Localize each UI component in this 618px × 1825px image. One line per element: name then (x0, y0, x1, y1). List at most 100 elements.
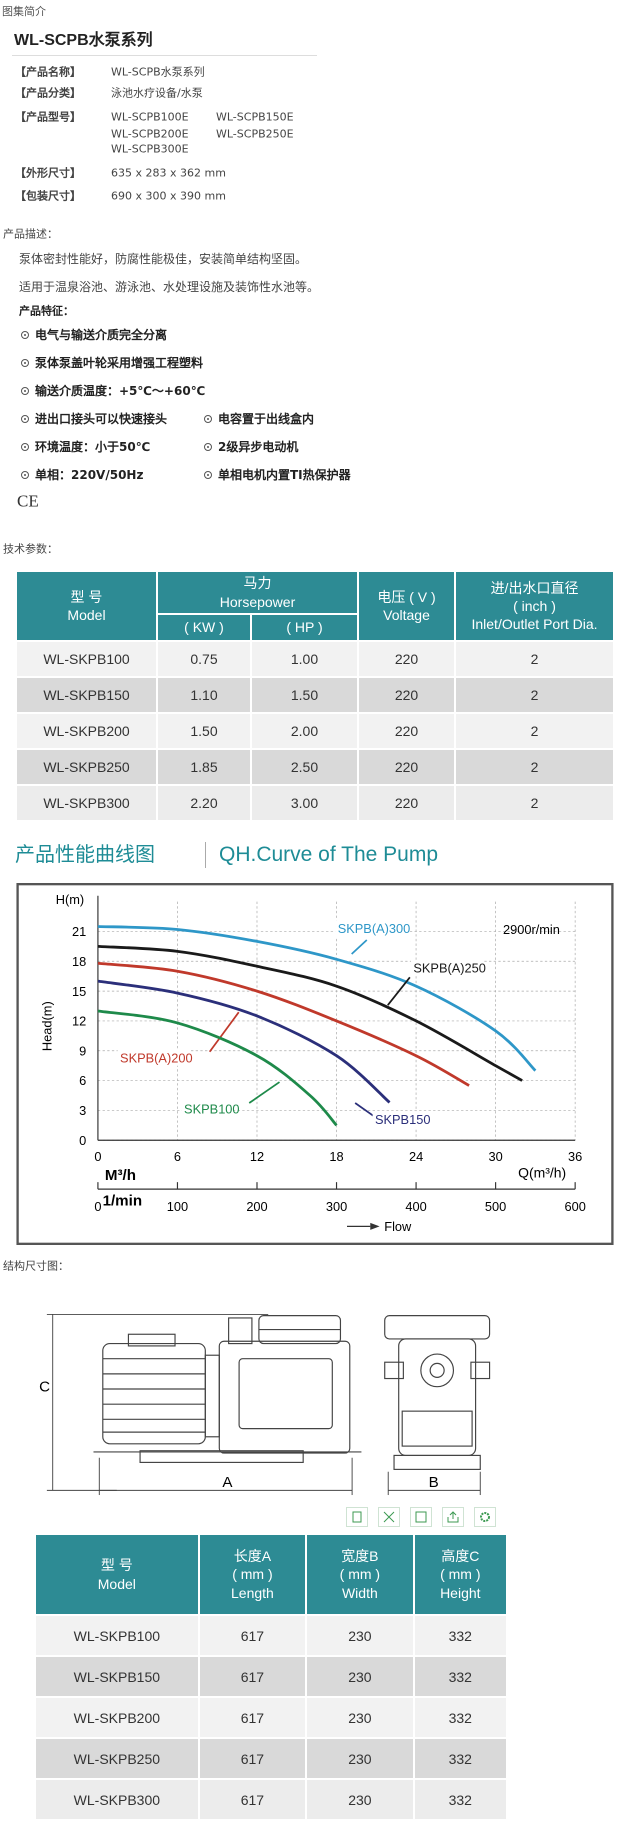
section-label: 技术参数： (3, 542, 58, 556)
label-bg (335, 920, 408, 937)
header-cell: 型 号 Model (34, 1533, 200, 1616)
feature: 2级异步电动机 (218, 440, 299, 454)
y-tick-label: 6 (79, 1073, 86, 1088)
data-cell: 332 (412, 1737, 509, 1780)
cell-text: 230 (348, 1627, 372, 1644)
feature: 单相电机内置TI热保护器 (218, 468, 351, 482)
curve-line (97, 961, 470, 1087)
data-cell: 1.50 (156, 712, 252, 750)
data-cell: WL-SKPB200 (34, 1696, 200, 1739)
flow-arrowhead (370, 1222, 380, 1230)
tool-save[interactable] (410, 1507, 432, 1527)
y-tick-label: 3 (79, 1103, 86, 1118)
data-cell: 3.00 (249, 784, 360, 822)
bullet (21, 471, 29, 479)
x2-axis-unit: 1/min (103, 1192, 143, 1209)
curve-line (97, 925, 537, 1072)
tool-share[interactable] (442, 1507, 464, 1527)
data-cell: 332 (412, 1696, 509, 1739)
table-row: WL-SKPB250 1.85 2.50 220 2 (15, 748, 616, 786)
cell-text: 2.20 (190, 795, 218, 811)
cell-text: Width (341, 1584, 378, 1601)
cell-text: ( inch ) (513, 597, 556, 614)
data-cell: WL-SKPB150 (15, 676, 158, 714)
bullet (21, 331, 29, 339)
table-row: WL-SKPB100 617 230 332 (34, 1614, 509, 1657)
spec-value: 635 x 283 x 362 mm (111, 166, 226, 180)
cell-text: WL-SKPB100 (73, 1627, 161, 1644)
cell-text: 332 (448, 1709, 472, 1726)
data-cell: WL-SKPB100 (15, 640, 158, 678)
x2-tick-label: 0 (94, 1199, 101, 1214)
data-cell: 1.85 (156, 748, 252, 786)
description-line: 适用于温泉浴池、游泳池、水处理设施及装饰性水池等。 (19, 280, 320, 294)
feature: 输送介质温度：+5℃～+60℃ (35, 384, 206, 398)
series-label: SKPB(A)250 (413, 961, 486, 976)
section-label: 产品特征： (19, 304, 74, 318)
tool-expand[interactable] (378, 1507, 400, 1527)
table-row: 型 号 Model 长度A( mm ) Length 宽度B( mm ) Width 高度C… (34, 1533, 509, 1616)
data-cell: 220 (357, 784, 457, 822)
dim-label-b: B (429, 1474, 439, 1491)
data-cell: 0.75 (156, 640, 252, 678)
table-row: WL-SKPB150 1.10 1.50 220 2 (15, 676, 616, 714)
x-tick-label: 36 (568, 1149, 582, 1164)
cell-text: ( mm ) (440, 1566, 481, 1583)
cell-text: 2.50 (290, 759, 319, 775)
data-cell: WL-SKPB100 (34, 1614, 200, 1657)
table-row: WL-SKPB200 617 230 332 (34, 1696, 509, 1739)
cell-text: 2.00 (290, 723, 319, 739)
spec-label: 【产品名称】 (15, 65, 81, 79)
cell-text: 型 号 (100, 1557, 133, 1574)
cell-text: 1.85 (190, 759, 218, 775)
x-tick-label: 30 (488, 1149, 502, 1164)
cell-text: 220 (394, 651, 419, 667)
header-cell: 长度A( mm ) Length (197, 1533, 308, 1616)
cell-text: 220 (394, 795, 419, 811)
data-cell: 2 (454, 676, 616, 714)
x2-tick-label: 600 (564, 1199, 585, 1214)
data-cell: WL-SKPB200 (15, 712, 158, 750)
table-row: WL-SKPB300 617 230 332 (34, 1778, 509, 1821)
data-cell: 2.20 (156, 784, 252, 822)
cell-text: WL-SKPB200 (73, 1709, 161, 1726)
label-bg (411, 959, 484, 977)
tool-copy[interactable] (346, 1507, 368, 1527)
section-label: 产品描述： (3, 227, 58, 241)
cell-text: 332 (448, 1668, 472, 1685)
x2-tick-label: 300 (326, 1199, 347, 1214)
cell-text: WL-SKPB300 (43, 795, 130, 811)
spec-value: WL-SCPB150E (216, 110, 294, 124)
x2-tick-label: 200 (246, 1199, 267, 1214)
description-line: 泵体密封性能好，防腐性能极佳，安装简单结构坚固。 (19, 252, 308, 266)
data-cell: 220 (357, 640, 457, 678)
pump-side-view (93, 1315, 362, 1463)
cell-text: 2 (530, 759, 539, 775)
data-cell: 230 (305, 1614, 415, 1657)
header-cell: 高度C( mm ) Height (412, 1533, 509, 1616)
curve-line (97, 944, 523, 1082)
structure-drawing: C A B (39, 1313, 491, 1496)
data-cell: WL-SKPB300 (15, 784, 158, 822)
data-cell: 2.50 (249, 748, 360, 786)
x-tick-label: 0 (94, 1149, 101, 1164)
dim-label-a: A (222, 1474, 233, 1491)
bullet (204, 415, 212, 423)
data-cell: 1.10 (156, 676, 252, 714)
spec-value: WL-SCPB水泵系列 (111, 65, 205, 79)
cell-text: 230 (348, 1791, 372, 1808)
cell-text: 2 (530, 795, 539, 811)
cell-text: 220 (394, 759, 419, 775)
cert-mark: CE (17, 491, 39, 511)
data-cell: 332 (412, 1614, 509, 1657)
y-axis-unit: H(m) (56, 892, 84, 907)
data-cell: WL-SKPB250 (15, 748, 158, 786)
data-cell: 1.50 (249, 676, 360, 714)
cell-text: ( mm ) (339, 1566, 381, 1583)
cell-text: Voltage (383, 607, 430, 623)
cell-text: WL-SKPB100 (43, 651, 130, 667)
bullet (21, 359, 29, 367)
y-tick-label: 18 (72, 954, 86, 969)
y-tick-label: 12 (72, 1014, 86, 1029)
tool-settings[interactable] (474, 1507, 496, 1527)
